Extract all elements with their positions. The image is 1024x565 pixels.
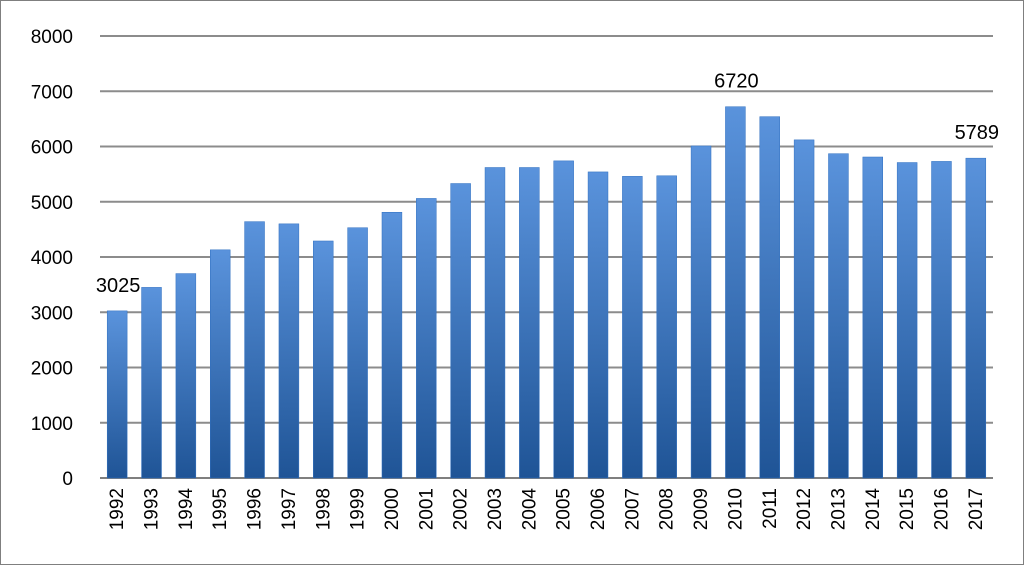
x-tick-label: 2016 xyxy=(931,488,952,530)
y-tick-label: 7000 xyxy=(31,82,73,103)
bar-1999 xyxy=(347,227,368,479)
bars xyxy=(106,106,987,479)
bar-1998 xyxy=(313,240,334,479)
data-label-1992: 3025 xyxy=(96,275,141,297)
x-tick-label: 2015 xyxy=(897,488,918,530)
x-tick-label: 2013 xyxy=(828,488,849,530)
bar-2010 xyxy=(725,106,746,479)
x-tick-label: 2001 xyxy=(416,488,437,530)
y-tick-label: 3000 xyxy=(31,303,73,324)
bar-2011 xyxy=(759,116,780,479)
bar-2002 xyxy=(450,183,471,479)
x-tick-label: 2012 xyxy=(794,488,815,530)
bar-1996 xyxy=(244,221,265,479)
x-tick-label: 2006 xyxy=(588,488,609,530)
bar-2005 xyxy=(553,160,574,479)
data-label-2010: 6720 xyxy=(714,71,759,93)
x-tick-label: 2011 xyxy=(760,488,781,529)
x-tick-label: 1999 xyxy=(348,488,369,530)
bar-2001 xyxy=(416,198,437,479)
bar-1992 xyxy=(106,310,128,479)
x-tick-label: 1992 xyxy=(107,488,128,530)
bar-2007 xyxy=(622,176,643,479)
x-tick-label: 2009 xyxy=(691,488,712,530)
y-tick-label: 5000 xyxy=(31,193,73,214)
bar-2013 xyxy=(828,153,849,479)
x-tick-label: 2000 xyxy=(382,488,403,530)
bar-2016 xyxy=(931,161,952,479)
bar-2017 xyxy=(965,157,987,479)
x-tick-label: 2007 xyxy=(622,488,643,530)
gridlines xyxy=(100,35,993,479)
x-tick-label: 2002 xyxy=(451,488,472,530)
x-axis-ticks: 1992 1993 1994 1995 1996 1997 1998 1999 2000 2001… xyxy=(107,488,987,531)
bar-1993 xyxy=(141,287,162,479)
y-tick-label: 1000 xyxy=(31,414,73,435)
y-tick-label: 4000 xyxy=(31,248,73,269)
bar-1994 xyxy=(175,273,197,479)
x-tick-label: 1998 xyxy=(313,488,334,530)
bar-2000 xyxy=(381,211,403,479)
x-tick-label: 2010 xyxy=(725,488,746,530)
bar-2009 xyxy=(690,145,712,479)
x-tick-label: 1996 xyxy=(245,488,266,530)
y-tick-label: 8000 xyxy=(31,27,73,48)
y-tick-label: 2000 xyxy=(31,359,73,380)
data-labels: 3025 6720 5789 xyxy=(96,71,999,297)
x-tick-label: 2005 xyxy=(554,488,575,530)
bar-2008 xyxy=(656,175,677,479)
x-tick-label: 1993 xyxy=(142,488,163,530)
bar-2003 xyxy=(484,167,506,479)
x-tick-label: 2003 xyxy=(485,488,506,530)
x-tick-label: 2017 xyxy=(966,488,987,530)
x-tick-label: 1995 xyxy=(210,488,231,530)
x-tick-label: 2008 xyxy=(657,488,678,530)
bar-1997 xyxy=(278,223,300,479)
bar-2014 xyxy=(862,156,883,479)
x-tick-label: 1994 xyxy=(176,488,197,531)
bar-2015 xyxy=(896,162,918,479)
bar-2004 xyxy=(519,167,540,479)
x-tick-label: 2014 xyxy=(863,488,884,531)
y-axis-ticks: 0 1000 2000 3000 4000 5000 6000 7000 8000 xyxy=(31,27,73,490)
bar-2012 xyxy=(793,139,815,479)
bar-2006 xyxy=(587,171,609,479)
bar-1995 xyxy=(210,249,231,479)
y-tick-label: 6000 xyxy=(31,138,73,159)
x-tick-label: 2004 xyxy=(519,488,540,531)
x-tick-label: 1997 xyxy=(279,488,300,530)
data-label-2017: 5789 xyxy=(955,122,1000,144)
y-tick-label: 0 xyxy=(62,469,73,490)
